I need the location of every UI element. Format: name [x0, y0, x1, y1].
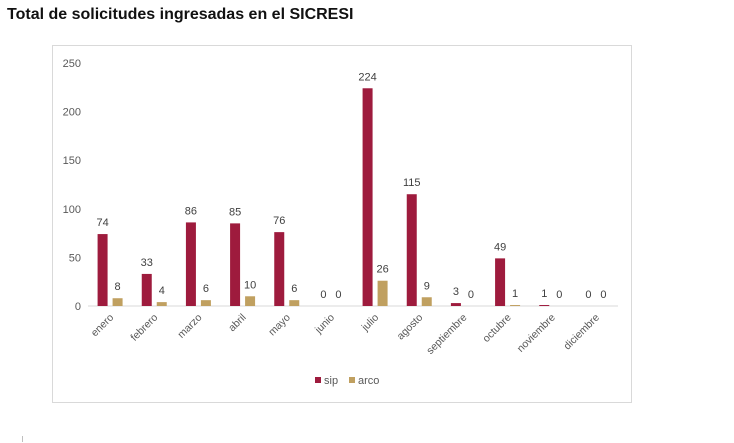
- y-tick-label: 250: [63, 58, 81, 70]
- bar-sip: [97, 234, 108, 306]
- bar-sip: [362, 88, 373, 306]
- bar-arco: [421, 297, 432, 306]
- x-tick-label: octubre: [480, 312, 513, 345]
- y-tick-label: 200: [63, 107, 81, 119]
- data-label-sip: 76: [273, 215, 285, 227]
- x-tick-label: mayo: [266, 312, 293, 339]
- bar-sip: [539, 305, 550, 306]
- data-label-arco: 8: [115, 281, 121, 293]
- legend-swatch-arco: [349, 377, 355, 383]
- bar-sip: [230, 223, 241, 306]
- bar-sip: [406, 194, 417, 306]
- bar-arco: [200, 300, 211, 306]
- bar-arco: [510, 305, 521, 306]
- data-label-arco: 0: [335, 289, 341, 301]
- legend-label-arco: arco: [358, 375, 379, 387]
- data-label-arco: 0: [600, 289, 606, 301]
- x-tick-label: julio: [359, 312, 382, 335]
- data-label-sip: 3: [453, 286, 459, 298]
- data-label-arco: 26: [376, 264, 388, 276]
- data-label-arco: 6: [203, 283, 209, 295]
- page-title: Total de solicitudes ingresadas en el SI…: [7, 6, 354, 23]
- y-tick-label: 100: [63, 204, 81, 216]
- data-label-sip: 74: [96, 217, 108, 229]
- data-label-arco: 4: [159, 285, 165, 297]
- data-label-sip: 85: [229, 206, 241, 218]
- data-label-arco: 0: [556, 289, 562, 301]
- data-label-arco: 6: [291, 283, 297, 295]
- bar-sip: [274, 232, 285, 306]
- data-label-sip: 86: [185, 205, 197, 217]
- y-tick-label: 150: [63, 155, 81, 167]
- data-label-arco: 0: [468, 289, 474, 301]
- legend-label-sip: sip: [324, 375, 338, 387]
- bar-sip: [141, 273, 152, 306]
- data-label-arco: 10: [244, 279, 256, 291]
- y-tick-label: 0: [75, 301, 81, 313]
- x-tick-label: junio: [312, 312, 337, 337]
- x-tick-label: abril: [226, 312, 249, 335]
- data-label-sip: 1: [541, 288, 547, 300]
- bar-arco: [112, 298, 123, 306]
- data-label-arco: 9: [424, 280, 430, 292]
- x-tick-label: septiembre: [424, 312, 469, 357]
- bar-sip: [495, 258, 506, 306]
- data-label-sip: 115: [403, 177, 421, 189]
- bar-arco: [245, 296, 256, 306]
- bar-sip: [450, 303, 461, 306]
- x-tick-label: agosto: [395, 312, 426, 343]
- bar-sip: [185, 222, 196, 306]
- bar-arco: [377, 280, 388, 306]
- x-tick-label: diciembre: [561, 312, 602, 353]
- data-label-sip: 33: [141, 257, 153, 269]
- x-tick-label: noviembre: [515, 312, 558, 355]
- bar-chart: 050100150200250748enero334febrero866marz…: [63, 58, 618, 387]
- bar-arco: [289, 300, 300, 306]
- x-tick-label: marzo: [175, 312, 204, 341]
- edge-mark: [22, 436, 23, 442]
- x-tick-label: febrero: [128, 312, 160, 344]
- legend-swatch-sip: [315, 377, 321, 383]
- data-label-sip: 0: [320, 289, 326, 301]
- data-label-arco: 1: [512, 288, 518, 300]
- data-label-sip: 0: [585, 289, 591, 301]
- bar-arco: [156, 302, 167, 306]
- data-label-sip: 49: [494, 241, 506, 253]
- data-label-sip: 224: [358, 71, 376, 83]
- chart-area: 0 50 100 150 200 250 74 8 enero 33 4 febrero 86 6 marz…: [52, 45, 632, 403]
- x-tick-label: enero: [89, 312, 117, 340]
- y-tick-label: 50: [69, 252, 81, 264]
